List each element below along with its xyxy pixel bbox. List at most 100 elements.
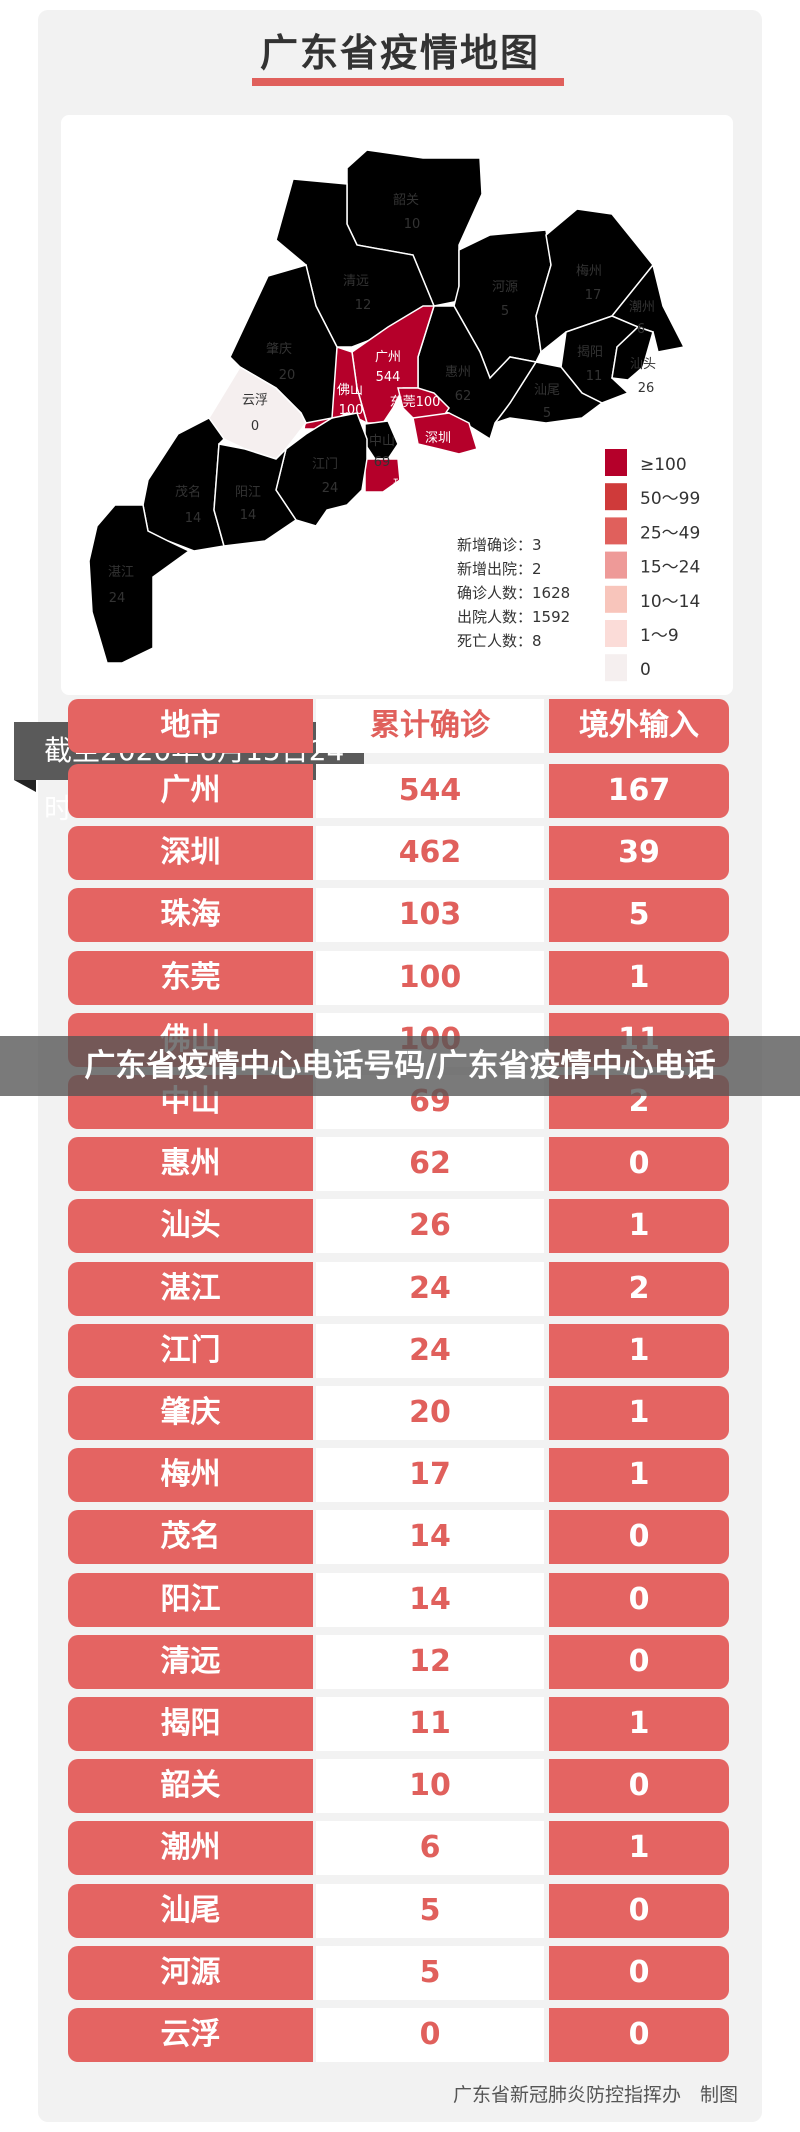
cell-confirmed: 24 bbox=[316, 1261, 544, 1316]
legend-label: 50～99 bbox=[640, 489, 700, 509]
cell-city: 肇庆 bbox=[68, 1386, 313, 1440]
table-row: 东莞 100 1 bbox=[68, 950, 729, 1005]
header-city: 地市 bbox=[68, 699, 313, 753]
cell-imported: 39 bbox=[549, 826, 729, 881]
cell-imported: 1 bbox=[549, 950, 729, 1005]
cell-city: 茂名 bbox=[68, 1510, 313, 1565]
cell-imported: 0 bbox=[549, 2008, 729, 2062]
region-20 bbox=[88, 504, 191, 664]
cell-confirmed: 5 bbox=[316, 1883, 544, 1938]
region-name: 阳江 bbox=[235, 485, 261, 500]
cell-city: 云浮 bbox=[68, 2008, 313, 2062]
region-value: 0 bbox=[251, 419, 259, 434]
region-value: 20 bbox=[279, 368, 296, 383]
cell-imported: 1 bbox=[549, 1323, 729, 1378]
region-name: 梅州 bbox=[576, 264, 602, 279]
legend-swatch bbox=[605, 551, 627, 579]
legend-label: 0 bbox=[640, 660, 651, 680]
cell-city: 惠州 bbox=[68, 1137, 313, 1192]
cell-city: 汕头 bbox=[68, 1199, 313, 1254]
cell-imported: 0 bbox=[549, 1945, 729, 2000]
region-name: 汕尾 bbox=[534, 383, 560, 398]
map-panel: 韶关 10 清远 12 河源 5 梅州 17 潮州 6 揭阳 11 汕头 26 汕尾 5 惠州 62 广州 544 佛山… bbox=[61, 115, 733, 695]
cell-confirmed: 0 bbox=[316, 2008, 544, 2062]
legend-label: 25～49 bbox=[640, 523, 700, 543]
cell-imported: 1 bbox=[549, 1821, 729, 1876]
cell-imported: 0 bbox=[549, 1137, 729, 1192]
region-value: 62 bbox=[455, 389, 472, 404]
region-value: 5 bbox=[501, 304, 509, 319]
cell-city: 梅州 bbox=[68, 1448, 313, 1503]
region-19 bbox=[213, 443, 298, 547]
legend-label: 1～9 bbox=[640, 626, 679, 646]
cell-city: 汕尾 bbox=[68, 1883, 313, 1938]
cell-imported: 0 bbox=[549, 1634, 729, 1689]
legend-swatch bbox=[605, 517, 627, 545]
cell-city: 江门 bbox=[68, 1323, 313, 1378]
region-name: 揭阳 bbox=[577, 345, 603, 360]
region-value: 5 bbox=[543, 406, 551, 421]
cell-city: 阳江 bbox=[68, 1572, 313, 1627]
region-17 bbox=[208, 365, 307, 460]
region-12 bbox=[412, 412, 478, 455]
legend-label: ≥100 bbox=[640, 455, 687, 475]
table-row: 清远 12 0 bbox=[68, 1634, 729, 1689]
cell-imported: 2 bbox=[549, 1261, 729, 1316]
table-row: 珠海 103 5 bbox=[68, 888, 729, 943]
cell-confirmed: 62 bbox=[316, 1137, 544, 1192]
region-name: 珠海 bbox=[393, 478, 419, 493]
cell-imported: 1 bbox=[549, 1448, 729, 1503]
cell-city: 清远 bbox=[68, 1634, 313, 1689]
region-name: 河源 bbox=[492, 280, 518, 295]
cell-confirmed: 20 bbox=[316, 1386, 544, 1440]
cell-confirmed: 462 bbox=[316, 826, 544, 881]
region-name: 肇庆 bbox=[266, 342, 292, 357]
summary-stat: 新增确诊：3 bbox=[457, 536, 542, 554]
legend-label: 15～24 bbox=[640, 558, 700, 578]
cell-confirmed: 544 bbox=[316, 764, 544, 818]
cell-city: 东莞 bbox=[68, 950, 313, 1005]
table-header: 地市 累计确诊 境外输入 bbox=[68, 699, 729, 753]
cell-imported: 0 bbox=[549, 1510, 729, 1565]
legend-swatch bbox=[605, 483, 627, 511]
cell-confirmed: 5 bbox=[316, 1945, 544, 2000]
region-name: 云浮 bbox=[242, 393, 268, 408]
region-name: 湛江 bbox=[108, 565, 134, 580]
table-row: 茂名 14 0 bbox=[68, 1510, 729, 1565]
table-row: 揭阳 11 1 bbox=[68, 1697, 729, 1751]
table-row: 韶关 10 0 bbox=[68, 1759, 729, 1814]
cell-city: 河源 bbox=[68, 1945, 313, 2000]
region-value: 100 bbox=[339, 403, 364, 418]
cell-imported: 0 bbox=[549, 1572, 729, 1627]
cell-confirmed: 17 bbox=[316, 1448, 544, 1503]
region-name: 东莞100 bbox=[390, 395, 441, 410]
region-name: 佛山 bbox=[337, 383, 363, 398]
cell-confirmed: 103 bbox=[316, 888, 544, 943]
region-name: 深圳 bbox=[425, 431, 451, 446]
region-value: 24 bbox=[109, 591, 126, 606]
table-row: 肇庆 20 1 bbox=[68, 1386, 729, 1440]
cell-city: 湛江 bbox=[68, 1261, 313, 1316]
table-row: 阳江 14 0 bbox=[68, 1572, 729, 1627]
table-row: 深圳 462 39 bbox=[68, 826, 729, 881]
legend-swatch bbox=[605, 449, 627, 476]
guangdong-map: 韶关 10 清远 12 河源 5 梅州 17 潮州 6 揭阳 11 汕头 26 汕尾 5 惠州 62 广州 544 佛山… bbox=[88, 149, 700, 682]
cell-city: 韶关 bbox=[68, 1759, 313, 1814]
legend-swatch bbox=[605, 654, 627, 682]
cell-imported: 0 bbox=[549, 1883, 729, 1938]
region-value: 14 bbox=[185, 511, 202, 526]
region-name: 中山 bbox=[369, 434, 395, 449]
title-underline bbox=[252, 78, 564, 86]
header-imported: 境外输入 bbox=[549, 699, 729, 753]
table-row: 广州 544 167 bbox=[68, 764, 729, 818]
region-14 bbox=[364, 458, 401, 493]
header-confirmed: 累计确诊 bbox=[316, 699, 544, 753]
cell-imported: 5 bbox=[549, 888, 729, 943]
cell-confirmed: 14 bbox=[316, 1510, 544, 1565]
table-row: 河源 5 0 bbox=[68, 1945, 729, 2000]
cell-imported: 1 bbox=[549, 1697, 729, 1751]
region-value: 544 bbox=[376, 370, 401, 385]
table-row: 湛江 24 2 bbox=[68, 1261, 729, 1316]
region-value: 6 bbox=[637, 322, 645, 337]
summary-stat: 新增出院：2 bbox=[457, 560, 542, 578]
